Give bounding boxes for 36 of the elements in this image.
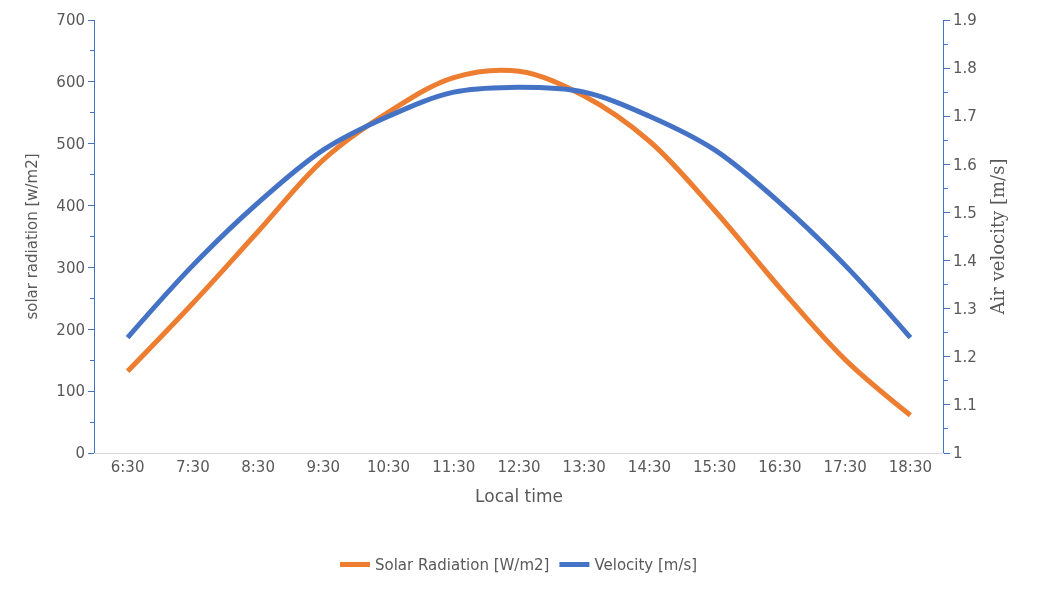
x-tick-label: 18:30 [888,458,932,476]
y-axis-title: solar radiation [w/m2] [22,153,41,320]
y2-tick-label: 1.6 [953,155,977,174]
x-tick-label: 14:30 [627,458,672,476]
y-tick-label: 200 [56,320,85,339]
x-tick-label: 9:30 [306,458,341,476]
x-tick-label: 12:30 [497,458,541,476]
y2-tick-label: 1.4 [953,251,977,270]
y-tick-label: 0 [75,444,85,463]
x-tick-label: 13:30 [562,458,606,476]
y2-tick-label: 1.7 [953,107,977,126]
y-tick-label: 400 [56,196,85,215]
x-tick-label: 16:30 [758,458,802,476]
y2-tick-label: 1 [953,444,963,463]
x-tick-label: 11:30 [432,458,476,476]
y2-tick-label: 1.9 [953,11,977,30]
x-tick-label: 15:30 [693,458,737,476]
y2-tick-label: 1.5 [953,203,977,222]
x-tick-label: 10:30 [366,458,411,476]
x-tick-label: 7:30 [176,458,210,476]
y-tick-label: 500 [56,134,85,153]
y2-tick-label: 1.3 [953,299,977,318]
y2-tick-label: 1.8 [953,59,977,78]
y2-axis-title: Air velocity [m/s] [986,158,1008,316]
y2-tick-label: 1.2 [953,348,977,367]
y-tick-label: 100 [56,382,85,401]
y-tick-label: 700 [56,11,85,30]
x-tick-label: 8:30 [241,458,275,476]
y-tick-label: 600 [56,73,85,92]
x-axis-title: Local time [475,486,563,507]
y2-tick-label: 1.1 [953,396,977,415]
y-tick-label: 300 [56,258,85,277]
x-tick-label: 6:30 [110,458,145,476]
x-tick-label: 17:30 [823,458,867,476]
legend-label: Solar Radiation [W/m2] [375,556,550,575]
legend-label: Velocity [m/s] [594,556,698,575]
